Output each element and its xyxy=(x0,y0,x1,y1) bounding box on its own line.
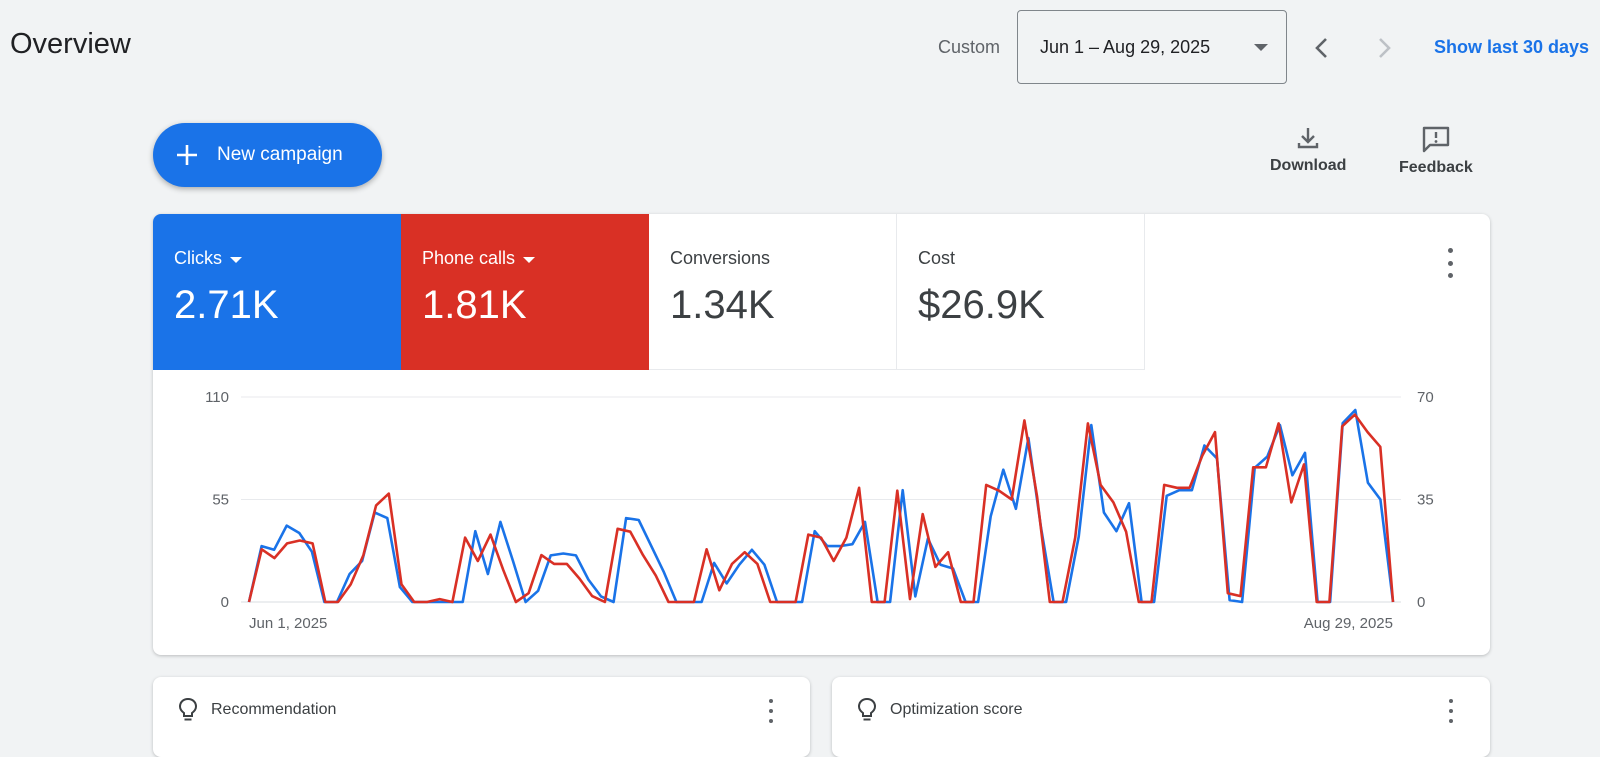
feedback-icon xyxy=(1422,126,1450,153)
dropdown-arrow-icon xyxy=(230,256,242,263)
y-right-tick-label: 35 xyxy=(1417,492,1434,509)
metric-phone-calls-label: Phone calls xyxy=(422,248,516,268)
optimization-score-card[interactable]: Optimization score xyxy=(832,677,1490,757)
chevron-left-icon xyxy=(1315,38,1327,58)
date-range-picker[interactable]: Jun 1 – Aug 29, 2025 xyxy=(1017,10,1287,84)
new-campaign-button[interactable]: New campaign xyxy=(153,123,382,187)
download-label: Download xyxy=(1270,157,1347,174)
optimization-score-title: Optimization score xyxy=(890,701,1023,718)
plus-icon xyxy=(173,141,201,169)
performance-line-chart: 0 0 55 35 110 70 Jun 1, 2025 Aug 29, 2025 xyxy=(205,389,1434,632)
metric-phone-calls-value: 1.81K xyxy=(422,283,527,327)
chart-series xyxy=(247,408,1395,604)
series-line-phone-calls xyxy=(247,413,1395,604)
metric-clicks[interactable]: Clicks 2.71K xyxy=(153,214,401,370)
chevron-right-icon xyxy=(1379,38,1391,58)
metric-conversions-value: 1.34K xyxy=(670,283,775,327)
x-start-label: Jun 1, 2025 xyxy=(249,615,327,632)
more-options-icon[interactable] xyxy=(766,699,776,723)
metric-cost-label: Cost xyxy=(918,248,956,268)
next-period-button[interactable] xyxy=(1367,30,1403,66)
dropdown-arrow-icon xyxy=(523,256,536,263)
more-options-icon[interactable] xyxy=(1446,699,1456,723)
metric-conversions[interactable]: Conversions 1.34K xyxy=(649,214,897,370)
chart-axis-labels: 0 0 55 35 110 70 Jun 1, 2025 Aug 29, 2025 xyxy=(205,389,1434,632)
page-title: Overview xyxy=(10,28,131,60)
x-end-label: Aug 29, 2025 xyxy=(1304,615,1393,632)
feedback-button[interactable]: Feedback xyxy=(1399,125,1473,177)
metric-cost[interactable]: Cost $26.9K xyxy=(897,214,1145,370)
y-right-tick-label: 0 xyxy=(1417,594,1425,611)
metric-conversions-label: Conversions xyxy=(670,248,771,268)
lightbulb-icon xyxy=(857,697,877,721)
recommendation-title: Recommendation xyxy=(211,701,337,718)
previous-period-button[interactable] xyxy=(1303,30,1339,66)
recommendation-card[interactable]: Recommendation xyxy=(153,677,810,757)
date-range-value: Jun 1 – Aug 29, 2025 xyxy=(1040,36,1211,57)
date-range-type-label: Custom xyxy=(938,37,1001,57)
metric-clicks-label: Clicks xyxy=(174,248,222,268)
metric-clicks-value: 2.71K xyxy=(174,283,279,327)
metric-cost-value: $26.9K xyxy=(918,283,1045,327)
lightbulb-icon xyxy=(178,697,198,721)
dropdown-arrow-icon xyxy=(1254,43,1268,51)
more-options-icon[interactable] xyxy=(1438,248,1462,278)
performance-card: Clicks 2.71K Phone calls 1.81K Conversio… xyxy=(153,214,1490,655)
y-right-tick-label: 70 xyxy=(1417,389,1434,406)
y-left-tick-label: 55 xyxy=(212,492,229,509)
download-button[interactable]: Download xyxy=(1270,125,1346,175)
new-campaign-label: New campaign xyxy=(217,144,343,165)
metric-phone-calls[interactable]: Phone calls 1.81K xyxy=(401,214,649,370)
y-left-tick-label: 110 xyxy=(205,389,229,406)
download-icon xyxy=(1298,128,1319,149)
show-last-30-days-link[interactable]: Show last 30 days xyxy=(1434,37,1590,57)
feedback-label: Feedback xyxy=(1399,159,1473,176)
y-left-tick-label: 0 xyxy=(221,594,229,611)
